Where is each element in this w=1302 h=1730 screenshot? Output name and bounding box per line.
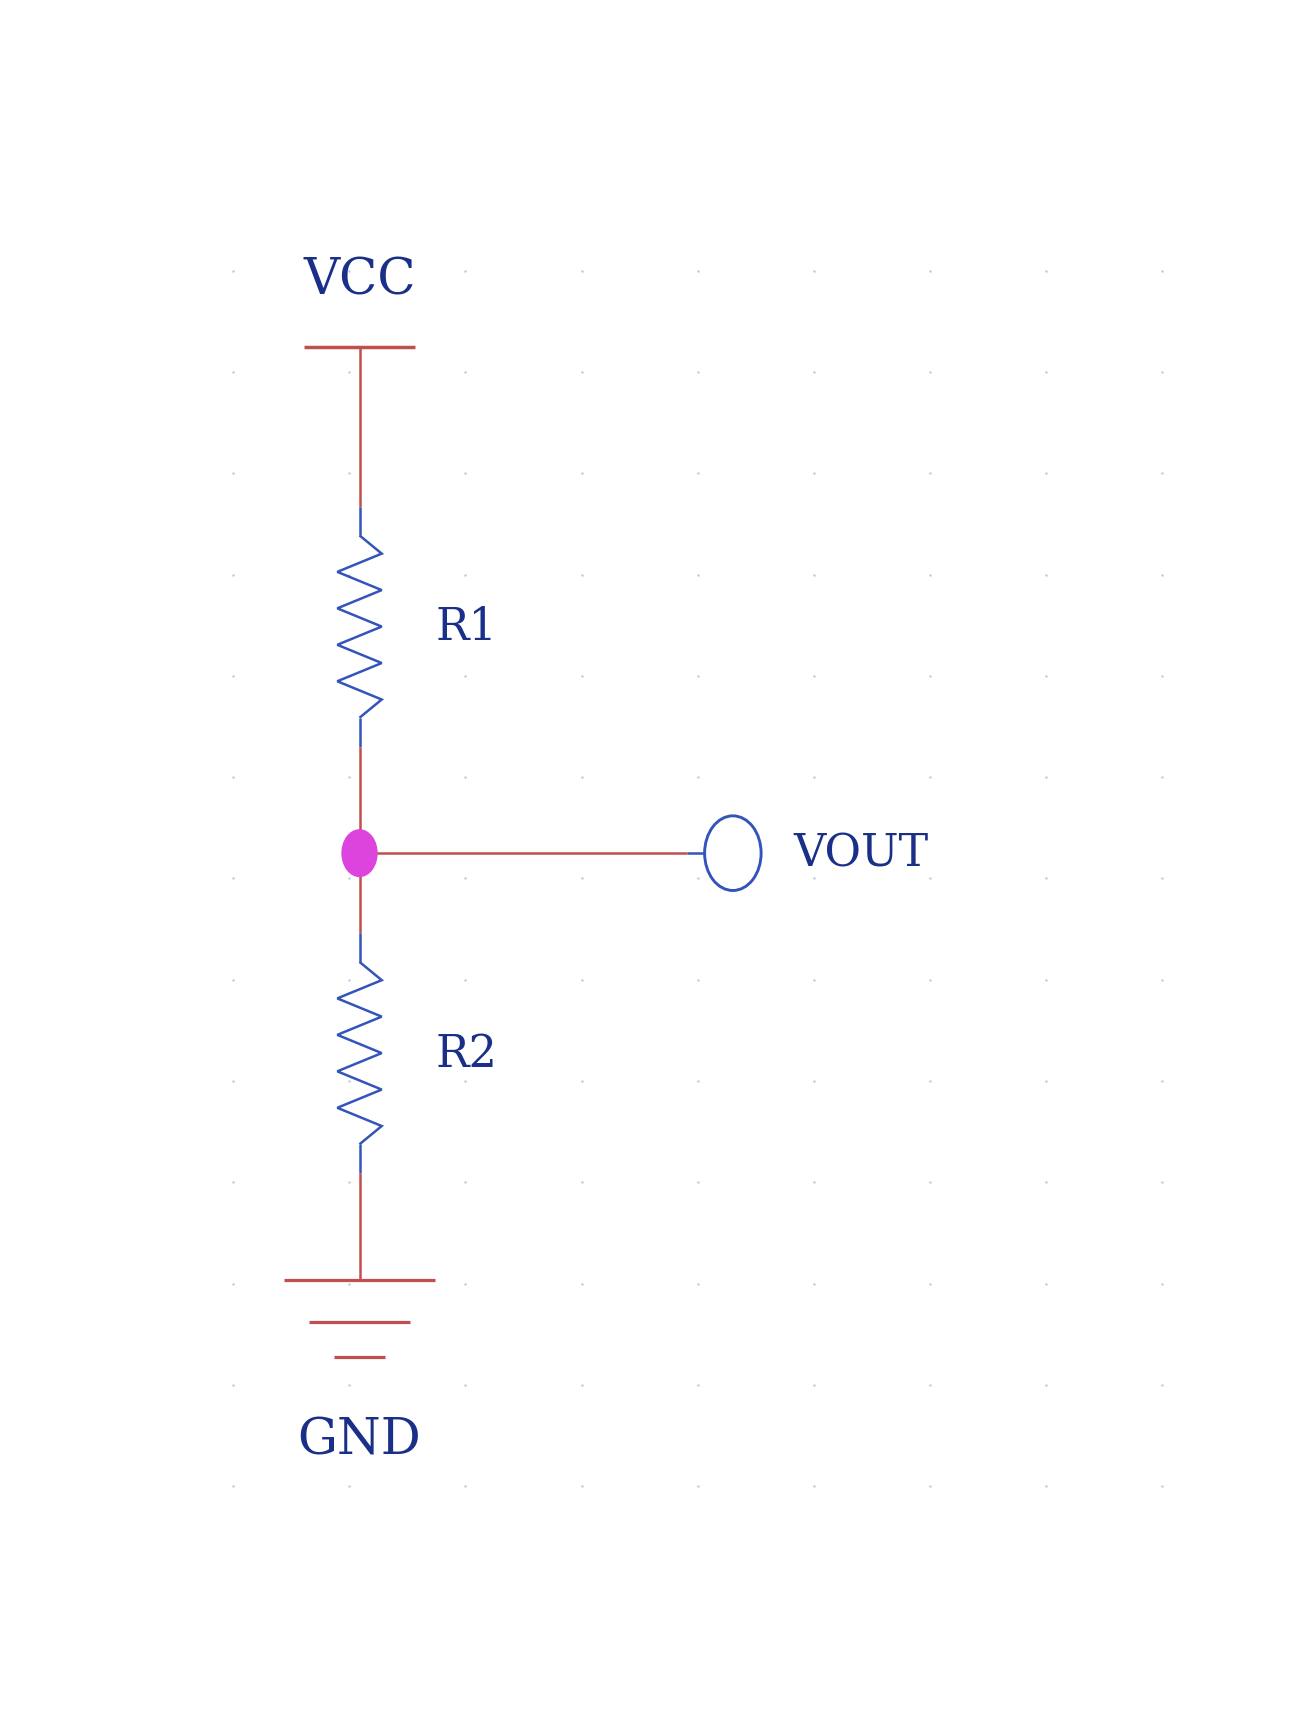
Text: VOUT: VOUT	[793, 832, 928, 875]
Text: GND: GND	[298, 1415, 422, 1465]
Circle shape	[341, 830, 378, 877]
Text: R1: R1	[435, 606, 497, 649]
Text: VCC: VCC	[303, 256, 415, 306]
Text: R2: R2	[435, 1031, 497, 1074]
